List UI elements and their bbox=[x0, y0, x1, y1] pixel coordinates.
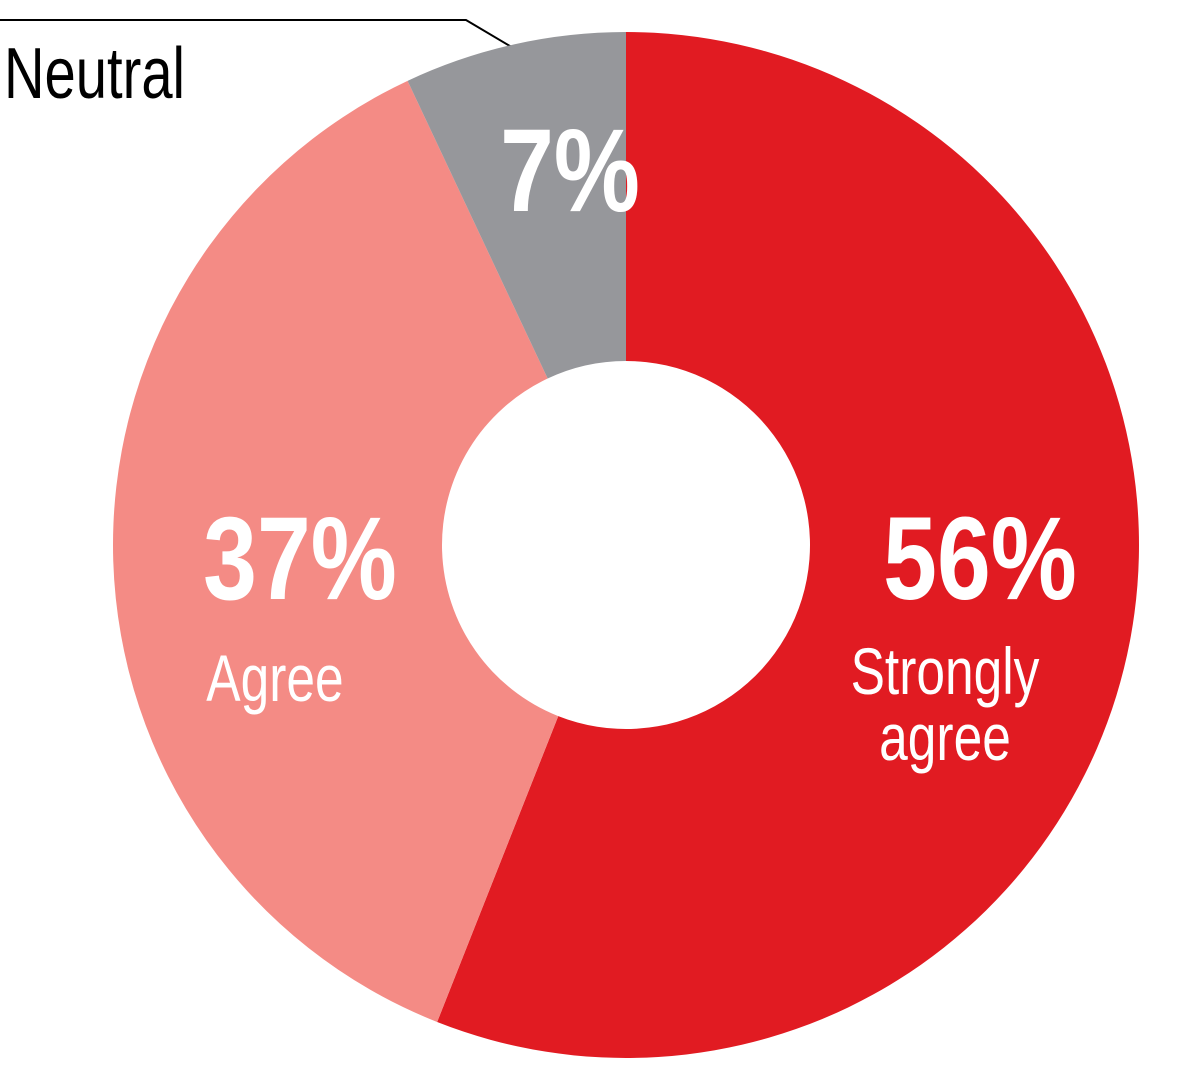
donut-slice bbox=[113, 80, 559, 1022]
category-label: Neutral bbox=[4, 34, 186, 114]
category-label: Strongly agree bbox=[850, 634, 1040, 774]
value-label: 37% bbox=[203, 493, 397, 625]
donut-slice bbox=[437, 32, 1139, 1058]
leader-line bbox=[0, 19, 521, 53]
value-label: 56% bbox=[883, 493, 1077, 625]
donut-slice bbox=[407, 31, 626, 379]
category-label: Agree bbox=[206, 641, 344, 715]
value-label: 7% bbox=[500, 105, 640, 237]
